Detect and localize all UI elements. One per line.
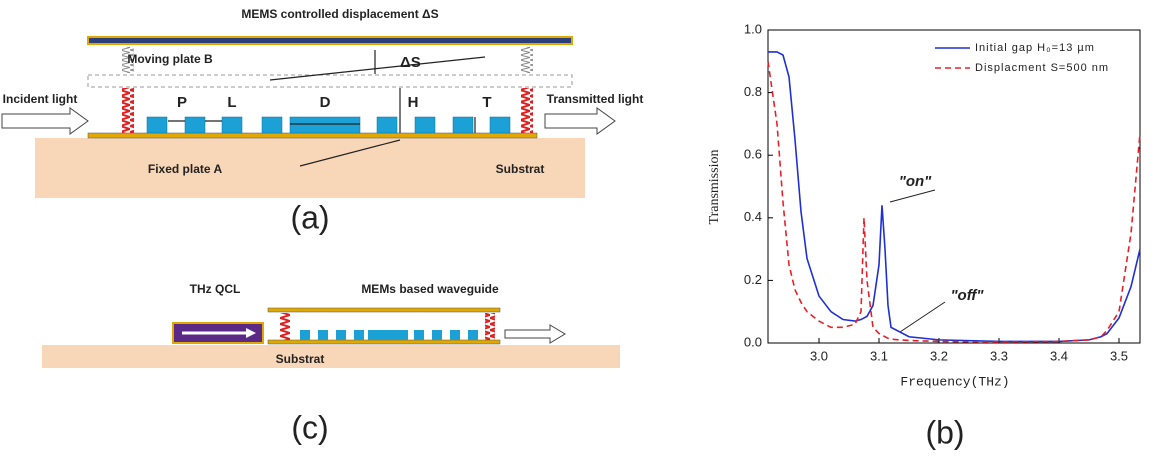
diagram-c: THz QCL MEMs based waveguide Substrat (c… [42, 282, 620, 445]
label: Substrat [496, 162, 545, 176]
y-tick-label: 0.8 [744, 84, 762, 99]
x-tick-label: 3.5 [1110, 348, 1128, 363]
fixed-plate [88, 133, 537, 138]
arrow-in [2, 108, 88, 134]
label: H [408, 94, 419, 111]
blocks [300, 330, 478, 340]
diagram-a: MEMS controlled displacement ΔS Moving p… [2, 7, 643, 235]
spring [485, 313, 495, 340]
top-plate [268, 308, 500, 312]
label: ΔS [400, 54, 421, 71]
label: THz QCL [190, 282, 241, 296]
label: MEMs based waveguide [361, 282, 499, 296]
label: D [320, 94, 331, 111]
label: MEMS controlled displacement ΔS [241, 7, 438, 21]
x-axis-label: Frequency(THz) [900, 374, 1009, 389]
panel-label: (b) [925, 414, 964, 450]
label: P [177, 94, 187, 111]
y-tick-label: 0.6 [744, 147, 762, 162]
annotation-arrow [890, 190, 945, 332]
bottom-plate [268, 340, 500, 344]
substrate [42, 345, 620, 368]
label: Moving plate B [127, 52, 213, 66]
figure: MEMS controlled displacement ΔS Moving p… [0, 0, 1156, 460]
label: Substrat [276, 352, 325, 366]
label: T [482, 94, 491, 111]
spring [521, 88, 533, 133]
y-tick-label: 0.0 [744, 334, 762, 349]
spring [122, 88, 134, 133]
x-tick-label: 3.4 [1050, 348, 1068, 363]
spring [521, 47, 533, 73]
panel-label: (a) [290, 199, 329, 235]
panel-label: (c) [291, 409, 328, 445]
y-axis-label: Transmission [707, 150, 722, 225]
y-tick-label: 0.4 [744, 209, 762, 224]
dashed-plate [88, 75, 572, 87]
spring [280, 313, 290, 340]
legend-label: Initial gap H₀=13 µm [975, 42, 1095, 54]
y-tick-label: 1.0 [744, 21, 762, 36]
y-tick-label: 0.2 [744, 272, 762, 287]
x-tick-label: 3.0 [810, 348, 828, 363]
label: Fixed plate A [148, 162, 223, 176]
chart-b: (b) Frequency(THz) Transmission "on" "of… [707, 21, 1140, 450]
x-tick-label: 3.2 [930, 348, 948, 363]
label: Incident light [3, 92, 78, 106]
x-tick-label: 3.1 [870, 348, 888, 363]
annotation: "on" [899, 173, 932, 190]
arrow-out [545, 108, 615, 134]
label: L [227, 94, 236, 111]
blocks [147, 117, 510, 133]
moving-plate [88, 37, 572, 44]
annotation: "off" [950, 287, 984, 304]
arrow-out [505, 325, 565, 343]
x-tick-label: 3.3 [990, 348, 1008, 363]
label: Transmitted light [547, 92, 644, 106]
legend-label: Displacment S=500 nm [975, 62, 1109, 74]
